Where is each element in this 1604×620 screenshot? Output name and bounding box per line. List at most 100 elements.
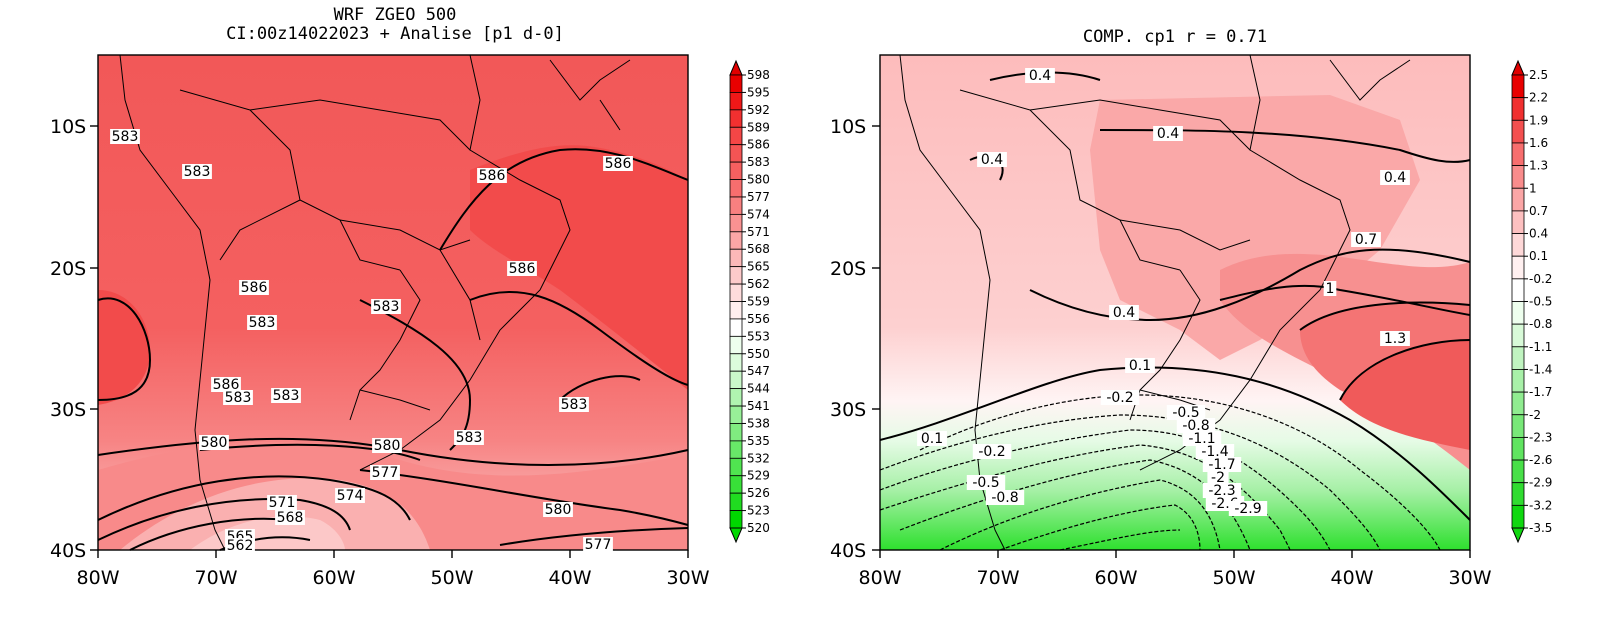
colorbar-label: -2.3 [1529,430,1552,444]
contour-label-box [454,430,484,445]
contour-label-box [1207,470,1229,485]
colorbar-label: -0.5 [1529,295,1552,309]
contour-label-box [1380,170,1410,185]
contour-label: -1.1 [1188,431,1215,447]
contour-label-box [1166,405,1206,420]
colorbar-label: 562 [747,277,770,291]
right-x-tick: 80W [859,567,902,589]
left-y-tick: 40S [50,540,86,562]
contour-label-box [371,299,401,314]
contour-label: 583 [249,315,276,331]
contour-label: -0.8 [991,490,1018,506]
contour-label-box [275,510,305,525]
colorbar-label: 550 [747,347,770,361]
colorbar-swatch [1511,482,1525,506]
colorbar-label: -0.2 [1529,272,1552,286]
colorbar-swatch [729,92,743,111]
right-axis-labels: 10S 20S 30S 40S 80W 70W 60W 50W 40W 30W [830,116,1492,589]
contour-label: 586 [605,156,632,172]
colorbar-label: -3.5 [1529,521,1552,535]
colorbar-label: 571 [747,225,770,239]
contour-label: -0.5 [1172,405,1199,421]
contour-label-box [267,495,297,510]
colorbar-label: 565 [747,260,770,274]
colorbar-label: 523 [747,504,770,518]
colorbar-label: 538 [747,416,770,430]
left-x-tick: 70W [195,567,238,589]
contour-label: 0.7 [1355,232,1377,248]
colorbar-swatch [729,510,743,529]
colorbar-label: 2.2 [1529,91,1548,105]
contour-label: -1.7 [1208,457,1235,473]
contour-label-box [1202,457,1242,472]
colorbar-swatch [1511,278,1525,302]
contour-label: 583 [184,164,211,180]
contour-label-box [559,397,589,412]
right-y-tick: 40S [830,540,866,562]
contour-label: -2 [1211,470,1225,486]
contour-label-box [1351,232,1381,247]
colorbar-swatch [729,179,743,198]
colorbar-label: 580 [747,173,770,187]
contour-label-box [335,488,365,503]
left-tick-marks [90,125,689,558]
colorbar-swatch [1511,346,1525,370]
left-x-tick: 30W [667,567,710,589]
colorbar-label: 577 [747,190,770,204]
left-x-tick: 60W [313,567,356,589]
colorbar-swatch [729,423,743,442]
right-x-tick: 50W [1213,567,1256,589]
contour-label: -1.4 [1201,444,1228,460]
contour-label-box [977,152,1007,167]
left-map-title: WRF ZGEO 500 CI:00z14022023 + Analise [p… [100,6,690,44]
contour-label: 580 [201,435,228,451]
contour-label-box [917,431,947,446]
colorbar-label: 1 [1529,181,1537,195]
contour-label: -0.8 [1182,418,1209,434]
left-y-tick: 30S [50,399,86,421]
colorbar-swatch [729,161,743,180]
left-colorbar: 598 595 592 589 586 583 580 577 574 571 568 565 562 5… [729,59,770,544]
right-contour-labels: 0.4 0.4 0.4 0.4 0.7 1 0.4 1.3 0.1 -0.2 0.1 -0.2 -0.5… [917,68,1410,517]
colorbar-swatch [729,196,743,215]
contour-label: 0.4 [981,152,1003,168]
colorbar-swatch [1511,119,1525,144]
colorbar-label: 2.5 [1529,68,1548,82]
colorbar-swatch [1511,255,1525,280]
colorbar-swatch [729,74,743,93]
contour-label-box [211,377,241,392]
left-y-tick: 10S [50,116,86,138]
contour-label: 0.1 [1129,358,1151,374]
colorbar-swatch [729,388,743,407]
colorbar-label: 0.1 [1529,249,1548,263]
right-zone-high [1340,340,1470,450]
colorbar-label: 592 [747,103,770,117]
contour-label-box [543,502,573,517]
colorbar-swatch [1511,97,1525,121]
colorbar-swatch [729,144,743,163]
contour-label-box [1380,331,1410,346]
right-x-tick: 70W [977,567,1020,589]
colorbar-label: 547 [747,364,770,378]
contour-label-box [1109,305,1139,320]
colorbar-swatch [729,301,743,320]
contour-label: -0.2 [1106,390,1133,406]
colorbar-swatch [1511,369,1525,393]
contour-label: 586 [479,168,506,184]
contour-label-box [603,156,633,171]
contour-label: 0.4 [1113,305,1135,321]
colorbar-label: 520 [747,521,770,535]
colorbar-swatch [729,440,743,459]
contour-label-box [507,261,537,276]
colorbar-top-arrow [1511,59,1525,76]
colorbar-label: -2.9 [1529,476,1552,490]
colorbar-swatch [1511,391,1525,416]
contour-label-box [1323,281,1337,296]
colorbar-swatch [1511,504,1525,529]
colorbar-label: 544 [747,382,770,396]
contour-label: 583 [561,397,588,413]
colorbar-label: 526 [747,486,770,500]
contour-label: 586 [213,377,240,393]
colorbar-swatch [1511,301,1525,325]
